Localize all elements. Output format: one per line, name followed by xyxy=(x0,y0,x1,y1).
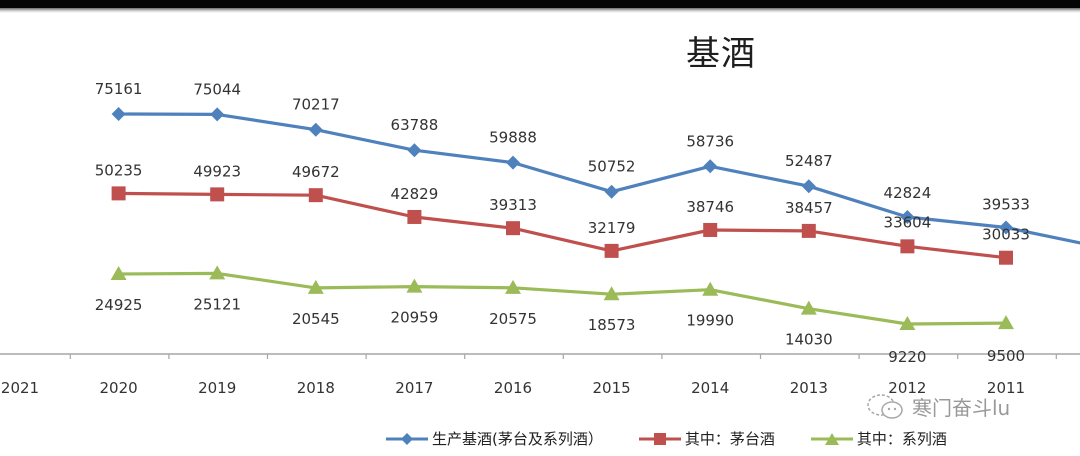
diamond-marker xyxy=(308,122,323,137)
x-tick-label: 2014 xyxy=(691,379,729,397)
watermark: 寒门奋斗lu xyxy=(866,392,1010,421)
triangle-marker xyxy=(406,278,423,293)
square-marker xyxy=(111,186,126,201)
series-line xyxy=(118,191,1007,260)
diamond-marker xyxy=(703,159,718,174)
data-label: 50235 xyxy=(95,161,143,179)
data-label: 38746 xyxy=(686,198,734,216)
x-tick-label: 2016 xyxy=(494,379,532,397)
x-tick-label: 2017 xyxy=(395,379,433,397)
triangle-marker-icon xyxy=(810,432,853,446)
data-label: 18573 xyxy=(588,316,636,334)
legend-item-total[interactable]: 生产基酒(茅台及系列酒） xyxy=(386,428,603,449)
triangle-marker xyxy=(603,286,620,301)
series-line xyxy=(118,271,1007,326)
legend-label: 其中：系列酒 xyxy=(856,430,947,448)
triangle-marker xyxy=(307,279,324,294)
data-label: 32179 xyxy=(588,219,636,237)
legend-label: 其中：茅台酒 xyxy=(684,430,775,448)
data-label: 63788 xyxy=(391,116,439,134)
triangle-marker xyxy=(800,300,817,315)
watermark-text: 寒门奋斗lu xyxy=(912,396,1011,420)
data-label: 50752 xyxy=(588,158,636,176)
x-tick-label: 2020 xyxy=(100,379,138,397)
diamond-marker xyxy=(801,179,816,194)
data-label: 30033 xyxy=(982,226,1030,244)
data-label: 19990 xyxy=(686,312,734,330)
triangle-marker xyxy=(110,265,127,280)
diamond-marker xyxy=(900,209,915,224)
x-tick-label: 2012 xyxy=(888,379,926,397)
diamond-marker xyxy=(506,155,520,170)
data-label: 9220 xyxy=(888,348,926,366)
square-marker xyxy=(604,243,619,258)
data-label: 70217 xyxy=(292,96,340,114)
x-tick-label: 2019 xyxy=(198,379,236,397)
legend-label: 生产基酒(茅台及系列酒） xyxy=(432,430,603,448)
data-label: 49923 xyxy=(193,162,241,180)
square-marker xyxy=(703,222,718,237)
data-label: 20545 xyxy=(292,310,340,328)
data-label: 42829 xyxy=(391,185,439,203)
data-label: 20575 xyxy=(489,310,537,328)
data-label: 24925 xyxy=(95,296,143,314)
legend-item-series-liquor[interactable]: 其中：系列酒 xyxy=(810,428,947,449)
data-label: 59888 xyxy=(489,129,537,147)
square-marker xyxy=(999,250,1013,265)
triangle-marker xyxy=(998,315,1014,330)
x-tick-label: 2021 xyxy=(1,379,39,397)
wechat-icon xyxy=(866,393,906,421)
triangle-marker xyxy=(209,265,226,280)
x-axis: 2021 2020 2019 2018 2017 2016 2015 2014 2013 2012… xyxy=(0,353,1080,397)
square-marker xyxy=(506,221,520,236)
x-tick-label: 2018 xyxy=(297,379,335,397)
chart-legend: 生产基酒(茅台及系列酒） 其中：茅台酒 其中：系列酒 xyxy=(386,428,947,449)
diamond-marker xyxy=(210,107,225,122)
data-label: 39313 xyxy=(489,196,537,214)
diamond-marker xyxy=(999,220,1013,235)
data-label: 14030 xyxy=(785,331,833,349)
square-marker xyxy=(801,223,816,238)
triangle-marker xyxy=(505,279,521,294)
data-label: 42824 xyxy=(884,184,932,202)
square-marker-icon xyxy=(638,432,681,446)
data-label: 75161 xyxy=(95,80,143,98)
data-label: 49672 xyxy=(292,163,340,181)
x-tick-label: 2011 xyxy=(987,379,1025,397)
chart-title: 基酒 xyxy=(686,34,756,74)
x-tick-label: 2013 xyxy=(790,379,828,397)
diamond-marker xyxy=(407,143,422,158)
data-label: 25121 xyxy=(193,295,241,313)
data-label: 58736 xyxy=(686,132,734,150)
data-label: 39533 xyxy=(982,195,1030,213)
square-marker xyxy=(407,209,422,224)
x-tick-label: 2015 xyxy=(593,379,631,397)
square-marker xyxy=(308,188,323,203)
top-black-bar xyxy=(0,0,1080,8)
data-label: 20959 xyxy=(391,309,439,327)
data-label: 52487 xyxy=(785,152,833,170)
diamond-marker-icon xyxy=(386,432,428,446)
data-label: 33604 xyxy=(884,213,932,231)
square-marker xyxy=(210,187,225,202)
data-label: 75044 xyxy=(193,80,241,98)
triangle-marker xyxy=(899,316,916,330)
diamond-marker xyxy=(111,107,126,121)
legend-item-moutai[interactable]: 其中：茅台酒 xyxy=(638,428,775,449)
diamond-marker xyxy=(604,184,619,199)
data-label: 38457 xyxy=(785,199,833,217)
triangle-marker xyxy=(702,281,719,296)
data-label: 9500 xyxy=(987,347,1025,365)
top-bar-shadow xyxy=(0,8,1080,13)
square-marker xyxy=(900,239,915,254)
